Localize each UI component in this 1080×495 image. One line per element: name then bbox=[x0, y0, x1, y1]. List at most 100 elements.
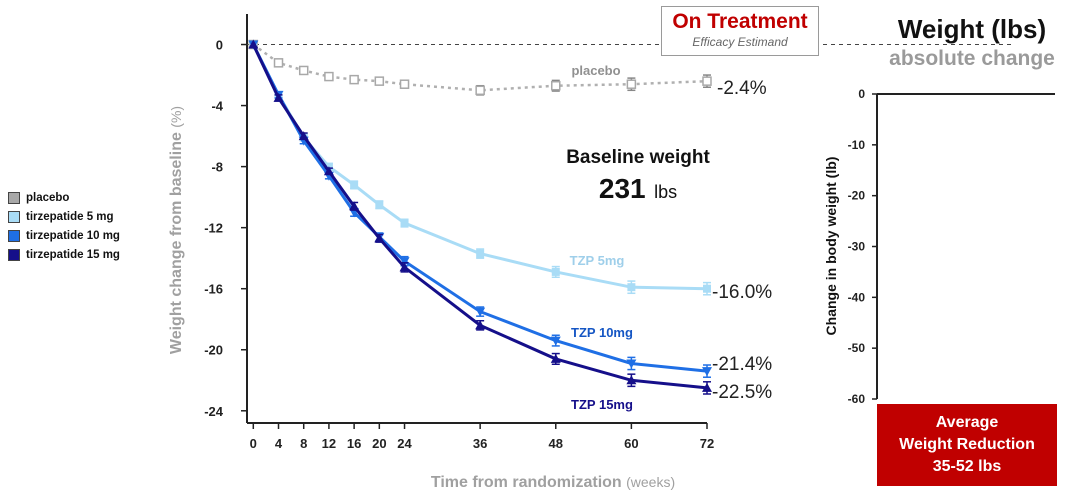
data-point bbox=[476, 249, 485, 258]
x-tick-label: 4 bbox=[275, 436, 283, 451]
x-tick-label: 16 bbox=[347, 436, 361, 451]
data-point bbox=[273, 92, 284, 102]
x-tick-label: 36 bbox=[473, 436, 487, 451]
legend-swatch bbox=[8, 210, 20, 223]
series-end-value: -22.5% bbox=[712, 382, 772, 403]
data-point bbox=[626, 375, 637, 385]
average-weight-reduction-box: Average Weight Reduction 35-52 lbs bbox=[877, 404, 1057, 486]
x-axis-unit: (weeks) bbox=[626, 474, 675, 490]
series-label: TZP 15mg bbox=[571, 397, 633, 412]
legend-item-tzp-5mg: tirzepatide 5 mg bbox=[8, 207, 120, 226]
legend-label: tirzepatide 15 mg bbox=[26, 248, 120, 261]
data-point bbox=[475, 307, 486, 317]
data-point bbox=[703, 284, 711, 293]
series-line bbox=[252, 43, 708, 92]
average-line-3: 35-52 lbs bbox=[932, 458, 1002, 475]
right-y-tick-label: -10 bbox=[848, 138, 866, 152]
x-axis-label: Time from randomization (weeks) bbox=[431, 474, 675, 491]
data-point bbox=[550, 353, 561, 363]
data-point bbox=[273, 58, 284, 68]
x-tick-label: 20 bbox=[372, 436, 386, 451]
x-tick-label: 48 bbox=[549, 436, 563, 451]
right-y-tick-label: -20 bbox=[848, 189, 866, 203]
series-label: TZP 5mg bbox=[570, 253, 625, 268]
data-point bbox=[323, 166, 334, 176]
legend-item-placebo: placebo bbox=[8, 188, 120, 207]
data-point bbox=[375, 200, 384, 209]
legend-swatch bbox=[8, 229, 20, 242]
data-point bbox=[702, 382, 712, 392]
right-y-tick-label: -40 bbox=[848, 290, 866, 304]
data-point bbox=[551, 80, 561, 91]
right-panel-title-main: Weight (lbs) bbox=[897, 14, 1047, 44]
data-point bbox=[374, 233, 385, 243]
y-axis-label: Weight change from baseline (%) bbox=[168, 106, 185, 354]
data-point bbox=[551, 267, 560, 276]
data-point bbox=[475, 320, 486, 330]
data-point bbox=[248, 39, 259, 49]
series-label: placebo bbox=[571, 63, 620, 78]
data-point bbox=[626, 359, 637, 369]
x-tick-label: 60 bbox=[624, 436, 638, 451]
series-tirzepatide-15-mg: TZP 15mg -22.5% bbox=[248, 39, 772, 412]
data-point bbox=[626, 79, 637, 89]
y-tick-label: -8 bbox=[211, 160, 223, 175]
data-point bbox=[350, 180, 359, 189]
average-line-1: Average bbox=[935, 414, 999, 431]
legend-item-tzp-10mg: tirzepatide 10 mg bbox=[8, 226, 120, 245]
legend-label: tirzepatide 5 mg bbox=[26, 210, 114, 223]
legend-label: placebo bbox=[26, 191, 70, 204]
data-point bbox=[399, 79, 410, 89]
baseline-value-line: 231 lbs bbox=[520, 174, 756, 209]
data-point bbox=[702, 367, 712, 377]
right-y-tick-label: -30 bbox=[848, 240, 866, 254]
y-tick-label: 0 bbox=[216, 38, 223, 53]
y-tick-label: -24 bbox=[204, 404, 224, 419]
series-end-value: -16.0% bbox=[712, 282, 772, 303]
data-point bbox=[399, 262, 410, 272]
on-treatment-subtitle: Efficacy Estimand bbox=[692, 35, 788, 49]
series-placebo: placebo -2.4% bbox=[248, 39, 767, 99]
y-tick-label: -12 bbox=[204, 221, 223, 236]
legend-label: tirzepatide 10 mg bbox=[26, 229, 120, 242]
right-panel-subtitle: absolute change bbox=[889, 47, 1055, 70]
series-end-value: -2.4% bbox=[717, 78, 767, 99]
baseline-value: 231 bbox=[598, 173, 646, 204]
legend-swatch bbox=[8, 248, 20, 261]
on-treatment-box: On Treatment Efficacy Estimand bbox=[661, 6, 819, 56]
weight-change-lbs-chart: 0 -10 -20 -30 -40 -50 -60 Change in body weight… bbox=[823, 87, 1055, 406]
data-point bbox=[298, 131, 309, 141]
right-y-tick-label: -50 bbox=[848, 341, 866, 355]
average-line-2: Weight Reduction bbox=[899, 436, 1035, 453]
x-tick-label: 12 bbox=[322, 436, 336, 451]
baseline-weight-annotation: Baseline weight 231 lbs bbox=[520, 146, 756, 209]
data-point bbox=[349, 74, 359, 85]
right-y-tick-label: -60 bbox=[848, 392, 866, 406]
data-point bbox=[349, 201, 360, 211]
baseline-title: Baseline weight bbox=[566, 147, 710, 168]
on-treatment-title: On Treatment bbox=[672, 10, 808, 33]
y-axis-unit: (%) bbox=[168, 106, 184, 128]
right-y-axis-label: Change in body weight (lb) bbox=[823, 157, 839, 336]
data-point bbox=[374, 76, 385, 86]
data-point bbox=[298, 65, 309, 76]
x-tick-label: 24 bbox=[397, 436, 412, 451]
right-y-tick-label: 0 bbox=[858, 87, 865, 101]
x-tick-label: 0 bbox=[250, 436, 257, 451]
y-tick-label: -20 bbox=[204, 343, 223, 358]
series-line bbox=[251, 43, 708, 390]
weight-change-percent-chart: 0-4-8-12-16-20-240 4 8 12 16 20 24 36 48 60 72Time… bbox=[168, 14, 1015, 491]
series-label: TZP 10mg bbox=[571, 325, 633, 340]
data-point bbox=[475, 85, 485, 96]
data-point bbox=[550, 336, 561, 346]
data-point bbox=[399, 257, 410, 267]
baseline-unit: lbs bbox=[654, 182, 678, 202]
y-tick-label: -16 bbox=[204, 282, 223, 297]
data-point bbox=[627, 283, 636, 292]
right-panel-title: Weight (lbs) absolute change bbox=[872, 12, 1072, 72]
y-tick-label: -4 bbox=[211, 99, 223, 114]
chart-legend: placebo tirzepatide 5 mg tirzepatide 10 … bbox=[8, 188, 120, 264]
data-point bbox=[702, 76, 712, 86]
legend-swatch bbox=[8, 191, 20, 204]
